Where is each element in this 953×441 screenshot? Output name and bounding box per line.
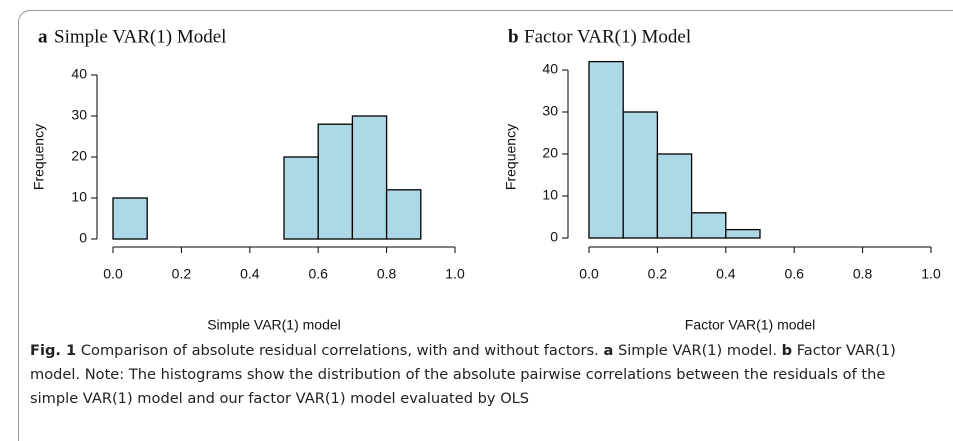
- charts: a Simple VAR(1) Model 0 10 20 30 40 0.0 0.2 0.4 0.…: [31, 26, 941, 333]
- y-tick-label: 10: [542, 187, 558, 203]
- y-axis-label: Frequency: [31, 124, 47, 190]
- caption-text: Comparison of absolute residual correlat…: [80, 342, 599, 359]
- x-tick-label: 0.0: [103, 266, 123, 282]
- bar: [690, 212, 727, 239]
- x-axis-label: Simple VAR(1) model: [207, 317, 341, 333]
- x-tick-label: 0.4: [716, 266, 736, 282]
- y-tick-label: 20: [542, 145, 558, 161]
- bar: [385, 189, 422, 240]
- caption: Fig. 1 Comparison of absolute residual c…: [30, 339, 930, 411]
- chart-title: Simple VAR(1) Model: [54, 26, 226, 47]
- y-tick-label: 0: [550, 229, 558, 245]
- y-tick-label: 30: [71, 107, 87, 123]
- y-axis-label: Frequency: [503, 124, 519, 190]
- bar: [588, 60, 624, 239]
- x-tick-label: 0.8: [853, 266, 873, 282]
- x-tick-label: 1.0: [445, 266, 465, 282]
- x-tick-label: 0.2: [172, 266, 192, 282]
- y-tick-label: 40: [542, 61, 558, 77]
- caption-part-label: b: [781, 342, 793, 359]
- y-tick-label: 0: [79, 230, 87, 246]
- x-tick-label: 0.4: [240, 266, 260, 282]
- figure-frame: [18, 10, 953, 441]
- y-tick-label: 20: [71, 148, 87, 164]
- caption-label: Fig. 1: [30, 342, 77, 359]
- chart-title: Factor VAR(1) Model: [524, 26, 691, 47]
- caption-part-label: a: [603, 342, 614, 359]
- bar: [112, 197, 148, 240]
- y-tick-label: 10: [71, 189, 87, 205]
- y-tick-label: 30: [542, 103, 558, 119]
- x-tick-label: 0.8: [377, 266, 397, 282]
- x-tick-label: 0.0: [579, 266, 599, 282]
- x-axis-label: Factor VAR(1) model: [685, 317, 815, 333]
- bar: [725, 228, 761, 239]
- caption-part-text: Simple VAR(1) model.: [617, 342, 777, 359]
- x-tick-label: 0.6: [784, 266, 804, 282]
- y-tick-label: 40: [71, 66, 87, 82]
- bar: [283, 156, 319, 240]
- bar: [317, 123, 354, 240]
- x-tick-label: 0.6: [308, 266, 328, 282]
- bar: [656, 153, 693, 239]
- bar: [351, 115, 388, 240]
- bar: [622, 111, 659, 239]
- x-tick-label: 0.2: [648, 266, 668, 282]
- caption-part-text: Factor VAR(1) model. Note: The histogram…: [30, 342, 896, 407]
- x-tick-label: 1.0: [921, 266, 941, 282]
- panel-label: a: [38, 26, 48, 47]
- panel-label: b: [508, 26, 519, 47]
